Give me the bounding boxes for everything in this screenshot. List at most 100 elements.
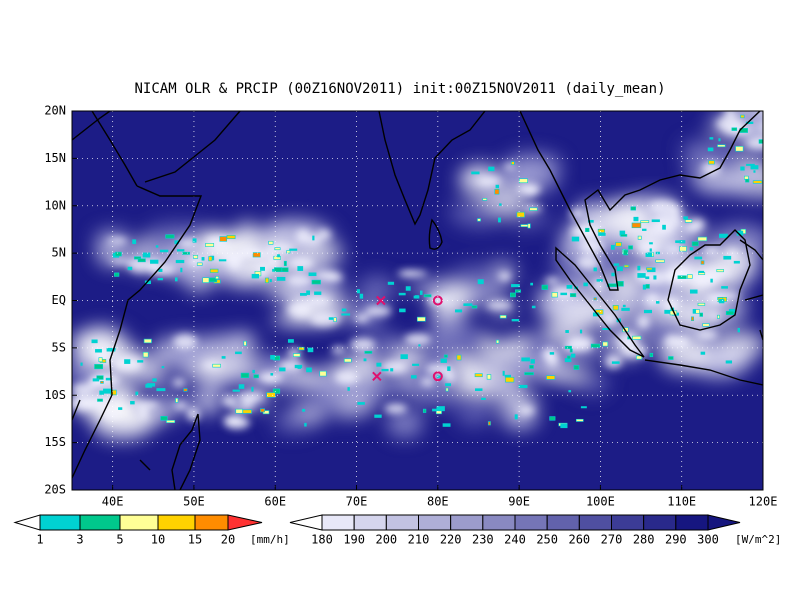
cloud xyxy=(356,274,391,309)
rain-cell xyxy=(142,252,151,258)
lon-label: 90E xyxy=(508,495,530,509)
rain-cell xyxy=(243,340,247,346)
rain-cell xyxy=(668,356,674,360)
rain-cell xyxy=(105,377,111,381)
colorbar-label: 230 xyxy=(472,533,494,547)
cloud xyxy=(636,240,659,255)
rain-cell xyxy=(642,228,647,231)
rain-cell xyxy=(675,240,684,243)
rain-cell xyxy=(505,376,515,383)
rain-cell xyxy=(182,251,190,255)
cloud xyxy=(674,336,690,349)
rain-cell xyxy=(137,258,146,263)
rain-cell xyxy=(566,355,571,360)
cloud xyxy=(317,229,331,240)
rain-cell xyxy=(728,308,736,313)
rain-cell xyxy=(405,286,411,291)
rain-cell xyxy=(205,243,215,247)
rain-cell xyxy=(127,266,133,271)
rain-cell xyxy=(92,378,100,382)
rain-cell xyxy=(735,146,744,152)
cloud xyxy=(404,333,432,346)
rain-cell xyxy=(546,375,556,380)
rain-cell xyxy=(636,355,643,360)
rain-cell xyxy=(651,219,660,223)
rain-cell xyxy=(630,206,636,211)
rain-cell xyxy=(573,365,580,370)
rain-cell xyxy=(723,255,732,260)
cloud xyxy=(451,326,487,362)
rain-cell xyxy=(445,383,452,387)
rain-cell xyxy=(269,279,272,283)
rain-cell xyxy=(744,175,749,180)
rain-cell xyxy=(616,266,623,272)
rain-cell xyxy=(495,339,500,344)
rain-cell xyxy=(700,260,705,265)
rain-cell xyxy=(596,279,603,282)
rain-cell xyxy=(699,312,703,317)
rain-cell xyxy=(477,279,484,285)
rain-cell xyxy=(432,408,439,412)
rain-cell xyxy=(100,381,104,384)
rain-cell xyxy=(219,236,228,242)
rain-cell xyxy=(159,249,169,253)
colorbar-label: 270 xyxy=(601,533,623,547)
lon-label: 110E xyxy=(667,495,696,509)
rain-cell xyxy=(653,275,657,280)
rain-cell xyxy=(531,305,536,309)
rain-cell xyxy=(593,297,597,301)
colorbar-label: 3 xyxy=(76,533,83,547)
colorbar-label: 240 xyxy=(504,533,526,547)
cloud xyxy=(501,403,539,430)
cloud xyxy=(286,273,312,287)
rain-cell xyxy=(399,308,406,313)
rain-cell xyxy=(499,315,507,319)
rain-cell xyxy=(568,390,572,393)
lon-label: 60E xyxy=(264,495,286,509)
rain-cell xyxy=(502,370,505,376)
rain-cell xyxy=(717,314,720,319)
cloud xyxy=(706,268,733,277)
cloud xyxy=(463,214,505,228)
cloud xyxy=(370,336,409,349)
cloud xyxy=(420,377,435,387)
cloud xyxy=(354,313,370,323)
rain-cell xyxy=(708,160,715,165)
rain-cell xyxy=(646,267,653,271)
rain-cell xyxy=(297,266,304,271)
rain-cell xyxy=(175,259,185,264)
rain-cell xyxy=(564,358,572,363)
rain-cell xyxy=(687,274,693,279)
rain-cell xyxy=(737,327,740,333)
colorbar-unit: [mm/h] xyxy=(250,533,290,546)
rain-cell xyxy=(175,397,179,403)
rain-cell xyxy=(341,308,347,312)
rain-cell xyxy=(698,270,705,273)
rain-cell xyxy=(649,248,652,252)
rain-cell xyxy=(564,345,572,349)
rain-cell xyxy=(176,249,185,252)
colorbar-cell xyxy=(611,514,645,531)
rain-cell xyxy=(114,251,122,257)
cloud xyxy=(477,176,502,187)
colorbar-label: 5 xyxy=(116,533,123,547)
rain-cell xyxy=(691,241,699,247)
rain-cell xyxy=(130,401,135,405)
rain-cell xyxy=(333,317,337,322)
rain-cell xyxy=(565,330,569,333)
colorbar-cell xyxy=(385,514,420,531)
rain-cell xyxy=(381,368,389,372)
rain-cell xyxy=(418,344,421,347)
rain-cell xyxy=(515,289,521,293)
cloud xyxy=(107,237,128,245)
cloud xyxy=(130,400,160,410)
rain-cell xyxy=(717,144,726,148)
lat-label: 5N xyxy=(52,246,66,260)
rain-cell xyxy=(592,312,600,317)
rain-cell xyxy=(341,313,351,316)
rain-cell xyxy=(445,387,449,392)
rain-cell xyxy=(719,298,725,304)
cloud xyxy=(643,292,661,307)
rain-cell xyxy=(721,286,728,289)
rain-cell xyxy=(527,223,531,229)
